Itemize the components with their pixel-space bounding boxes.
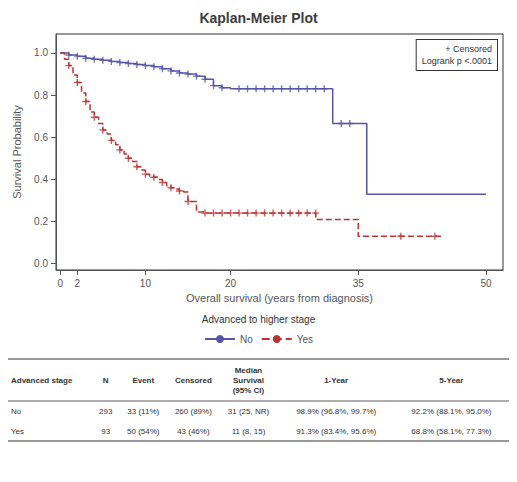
svg-text:11 (8, 15): 11 (8, 15) bbox=[232, 427, 266, 436]
svg-text:2: 2 bbox=[75, 278, 81, 289]
svg-text:260 (89%): 260 (89%) bbox=[175, 407, 212, 416]
svg-text:0.2: 0.2 bbox=[34, 216, 48, 227]
svg-text:Yes: Yes bbox=[11, 427, 24, 436]
svg-text:31 (25, NR): 31 (25, NR) bbox=[228, 407, 270, 416]
svg-text:0.6: 0.6 bbox=[34, 132, 48, 143]
svg-text:10: 10 bbox=[140, 278, 152, 289]
svg-text:5-Year: 5-Year bbox=[439, 376, 463, 385]
svg-text:No: No bbox=[11, 407, 22, 416]
svg-text:Event: Event bbox=[132, 376, 154, 385]
svg-text:68.8% (58.1%, 77.3%): 68.8% (58.1%, 77.3%) bbox=[411, 427, 491, 436]
svg-text:No: No bbox=[240, 334, 253, 345]
svg-text:0.0: 0.0 bbox=[34, 258, 48, 269]
svg-text:293: 293 bbox=[99, 407, 113, 416]
svg-text:50: 50 bbox=[480, 278, 492, 289]
svg-text:Advanced stage: Advanced stage bbox=[11, 376, 73, 385]
svg-text:91.3% (83.4%, 95.6%): 91.3% (83.4%, 95.6%) bbox=[296, 427, 376, 436]
svg-text:Overall survival (years from d: Overall survival (years from diagnosis) bbox=[186, 292, 373, 304]
svg-text:+ Censored: + Censored bbox=[445, 44, 492, 54]
svg-text:92.2% (88.1%, 95.0%): 92.2% (88.1%, 95.0%) bbox=[411, 407, 491, 416]
svg-text:Advanced to higher stage: Advanced to higher stage bbox=[202, 314, 316, 325]
svg-text:98.9% (96.8%, 99.7%): 98.9% (96.8%, 99.7%) bbox=[296, 407, 376, 416]
svg-text:Survival: Survival bbox=[233, 376, 264, 385]
svg-text:0.4: 0.4 bbox=[34, 174, 48, 185]
svg-text:50 (54%): 50 (54%) bbox=[127, 427, 160, 436]
svg-text:20: 20 bbox=[225, 278, 237, 289]
svg-text:N: N bbox=[103, 376, 109, 385]
svg-text:33 (11%): 33 (11%) bbox=[127, 407, 159, 416]
svg-text:Censored: Censored bbox=[175, 376, 212, 385]
svg-text:1.0: 1.0 bbox=[34, 47, 48, 58]
svg-text:Survival Probability: Survival Probability bbox=[11, 105, 23, 199]
svg-text:35: 35 bbox=[353, 278, 365, 289]
svg-text:43 (46%): 43 (46%) bbox=[177, 427, 210, 436]
svg-text:1-Year: 1-Year bbox=[324, 376, 348, 385]
svg-text:0.8: 0.8 bbox=[34, 90, 48, 101]
svg-text:(95% CI): (95% CI) bbox=[233, 386, 265, 395]
svg-text:Median: Median bbox=[235, 366, 263, 375]
svg-text:0: 0 bbox=[57, 278, 63, 289]
svg-text:93: 93 bbox=[101, 427, 110, 436]
svg-text:Yes: Yes bbox=[297, 334, 313, 345]
svg-text:Kaplan-Meier Plot: Kaplan-Meier Plot bbox=[199, 10, 318, 26]
svg-text:Logrank p <.0001: Logrank p <.0001 bbox=[422, 56, 492, 66]
